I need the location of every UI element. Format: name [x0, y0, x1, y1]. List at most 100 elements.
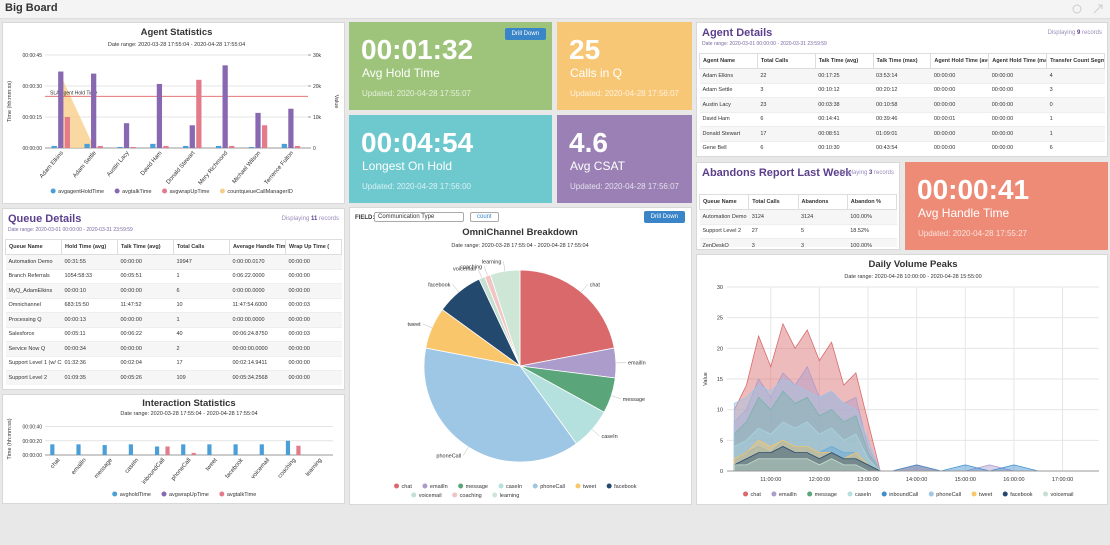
- x-tick-label: emailIn: [71, 457, 88, 476]
- legend-label: countqueueCallManagerID: [227, 189, 292, 195]
- table-cell: 3: [798, 238, 848, 247]
- table-cell: 00:02:04: [117, 355, 174, 371]
- table-cell: Service Now Q: [5, 341, 62, 356]
- table-wrap: Queue Name Hold Time (avg) Talk Time (avg)…: [5, 239, 342, 387]
- table-cell: 00:00:00: [285, 283, 342, 298]
- bar: [248, 146, 255, 148]
- header-icons[interactable]: [1072, 3, 1104, 15]
- slice-label: coaching: [460, 264, 482, 270]
- label-leader: [483, 266, 488, 276]
- queue-details-panel: Queue Details Date range: 2020-03-01 00:…: [2, 208, 345, 390]
- table-cell: 0:00:00.0000: [229, 283, 286, 298]
- table-cell: Omnichannel: [5, 297, 62, 313]
- table-cell: Automation Demo: [699, 209, 749, 224]
- legend-label: caseIn: [506, 484, 522, 490]
- chart-title: OmniChannel Breakdown: [462, 227, 578, 238]
- table-cell: 683:15:50: [61, 297, 118, 313]
- slice-label: voicemail: [453, 267, 476, 273]
- label-leader: [591, 429, 600, 437]
- legend: avgagentHoldTime avgtalkTime avgwrapUpTime…: [50, 188, 293, 195]
- table-cell: 00:00:00: [285, 370, 342, 385]
- table-cell: 100.00%: [847, 238, 897, 247]
- records-prefix: Displaying: [839, 170, 868, 176]
- kpi-value: 00:00:41: [917, 174, 1030, 205]
- legend-swatch: [575, 483, 581, 489]
- bar: [196, 79, 202, 148]
- legend-swatch: [771, 491, 777, 497]
- column-header: Agent Name: [699, 53, 758, 69]
- field-select[interactable]: Communication Type: [374, 212, 464, 222]
- table-cell: 00:39:46: [873, 111, 931, 127]
- table-row: Support Level 1 (w/ CSAT)01:32:3600:02:0…: [5, 355, 342, 371]
- column-header: Agent Hold Time (avg): [930, 53, 990, 69]
- metric-button[interactable]: count: [470, 212, 499, 222]
- bar: [128, 444, 133, 455]
- bar: [191, 452, 196, 455]
- drill-down-button[interactable]: Drill Down: [504, 28, 546, 40]
- y-tick-label: 00:00:00: [23, 453, 43, 459]
- table-cell: 00:20:12: [873, 82, 931, 98]
- table-cell: 19947: [173, 254, 230, 269]
- legend-swatch: [422, 483, 428, 489]
- x-tick-label: voicemail: [250, 457, 271, 480]
- legend: avgholdTime avgwrapUpTime avgtalkTime: [112, 491, 256, 498]
- chart: Daily Volume Peaks Date range: 2020-04-28…: [703, 259, 1099, 498]
- table-row: Gene Bell 6 00:10:30 00:43:54 00:00:00 00:00:…: [699, 140, 1105, 154]
- legend-swatch: [50, 188, 56, 194]
- label-leader: [477, 268, 483, 278]
- bar: [215, 145, 222, 148]
- kpi-card: 00:04:54 Longest On Hold Updated: 2020-04-…: [349, 115, 552, 203]
- y-axis-title: Time (hh:mm:ss): [7, 418, 13, 459]
- table-cell: 00:00:00: [988, 111, 1047, 127]
- bar: [233, 444, 238, 455]
- label-leader: [452, 284, 459, 293]
- table-row: Branch Referrals 1054:58:33 00:05:51 1 0:06:…: [5, 268, 342, 284]
- table-cell: 00:00:00: [930, 68, 989, 83]
- table-cell: 17: [757, 126, 816, 141]
- legend-label: tweet: [583, 484, 597, 490]
- drill-down-button[interactable]: Drill Down: [643, 211, 685, 223]
- y-tick-label: 0: [720, 469, 723, 475]
- column-header: Total Calls: [748, 194, 799, 210]
- bar: [296, 445, 301, 455]
- bar: [207, 444, 212, 455]
- legend-label: message: [815, 492, 837, 498]
- legend-label: avgtalkTime: [122, 189, 151, 195]
- chart-subtitle: Date range: 2020-04-28 10:00:00 - 2020-0…: [844, 274, 981, 280]
- column-header: Total Calls: [173, 239, 230, 255]
- legend-swatch: [1002, 491, 1008, 497]
- table-row: Service Now Q 00:00:34 00:00:00 2 00:00:00.0…: [5, 341, 342, 356]
- header-row: Agent Name Total Calls Talk Time (avg) Talk…: [699, 53, 1105, 69]
- table-cell: 00:00:00: [117, 283, 174, 298]
- bar: [183, 145, 189, 148]
- y-tick-label: 00:00:30: [23, 84, 43, 90]
- table-cell: 11:47:52: [117, 297, 174, 313]
- legend-swatch: [743, 491, 749, 497]
- bar: [50, 444, 55, 455]
- x-tick-label: 13:00:00: [857, 477, 878, 483]
- y-axis-title: Time (hh:mm:ss): [7, 81, 13, 122]
- pie-panel: FIELD: Communication Type count Drill Do…: [349, 207, 692, 505]
- table-cell: 00:00:00: [988, 140, 1047, 154]
- table-cell: 23: [757, 97, 816, 112]
- legend: chat emailIn message caseIn inboundCall phone…: [743, 491, 1073, 498]
- table-cell: 10: [173, 297, 230, 313]
- table-cell: 00:00:00: [117, 254, 174, 269]
- table-cell: 6: [757, 111, 816, 127]
- x-tick-label: 11:00:00: [760, 477, 781, 483]
- bar: [165, 446, 170, 455]
- column-header: Queue Name: [699, 194, 750, 210]
- table-cell: Austin Lacy: [699, 97, 758, 112]
- legend-label: caseIn: [855, 492, 871, 498]
- table-cell: David Ham: [699, 111, 758, 127]
- x-tick-label: Austin Lacy: [106, 150, 131, 178]
- legend-swatch: [606, 483, 612, 489]
- y2-tick-label: 30k: [313, 53, 322, 59]
- table-cell: 00:00:03: [285, 326, 342, 342]
- field-label: FIELD:: [355, 215, 375, 221]
- legend-swatch: [847, 491, 853, 497]
- bar: [181, 444, 186, 455]
- bar: [259, 444, 264, 455]
- legend-swatch: [394, 483, 400, 489]
- table-row: Support Level 2 01:09:35 00:05:26 109 00:05:…: [5, 370, 342, 385]
